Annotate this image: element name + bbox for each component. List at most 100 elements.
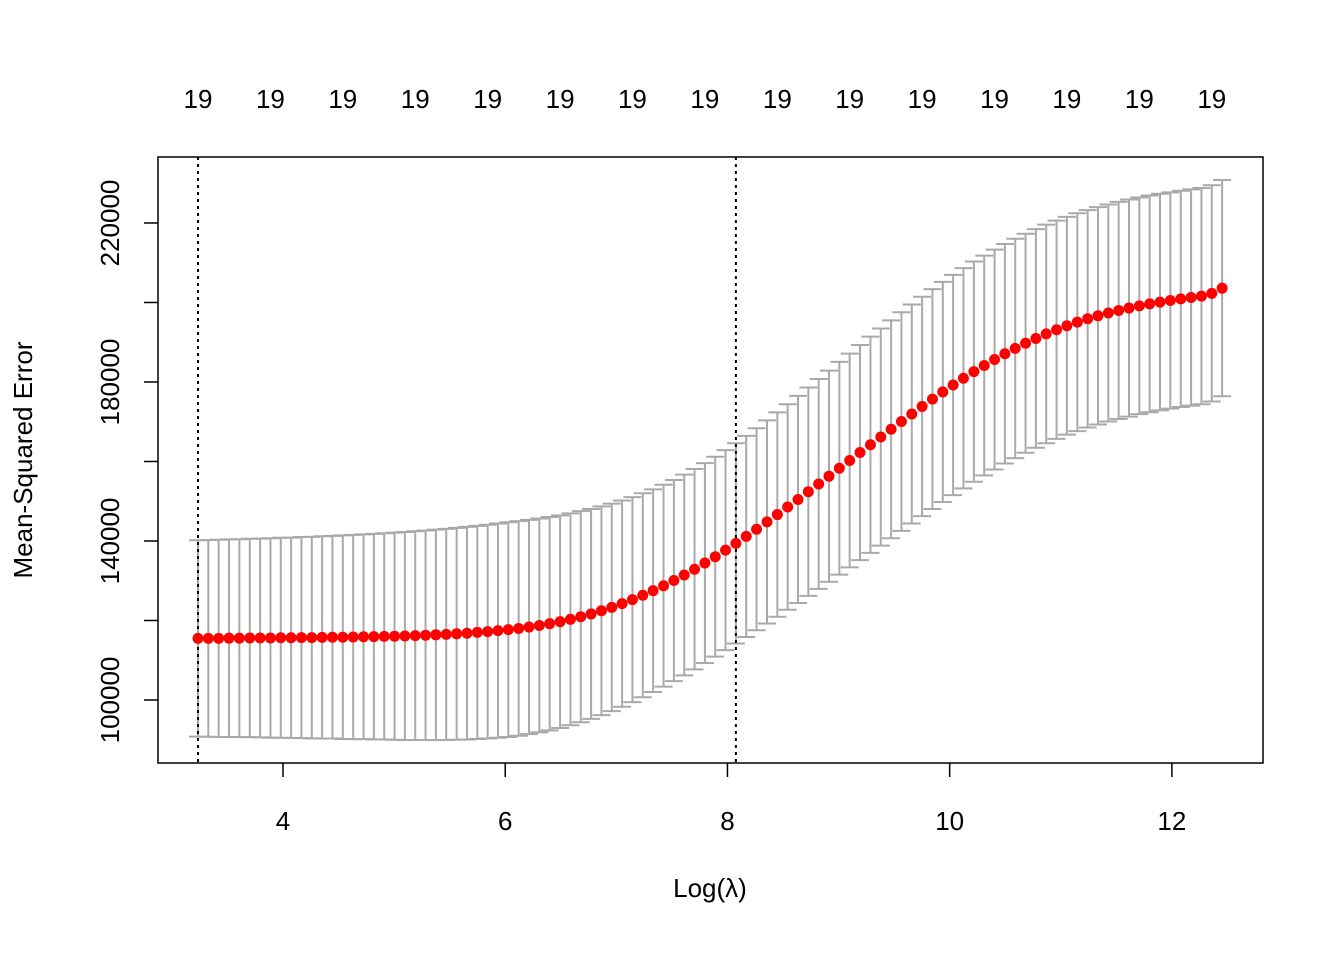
point bbox=[451, 628, 463, 640]
point bbox=[368, 631, 380, 643]
point bbox=[420, 629, 432, 641]
point bbox=[264, 632, 276, 644]
point bbox=[751, 523, 763, 535]
point bbox=[399, 630, 411, 642]
point bbox=[244, 632, 256, 644]
point bbox=[295, 632, 307, 644]
point bbox=[740, 530, 752, 542]
point bbox=[326, 631, 338, 643]
x-axis-label: Log(λ) bbox=[673, 873, 747, 903]
point bbox=[389, 630, 401, 642]
point bbox=[1092, 310, 1104, 322]
point bbox=[533, 619, 545, 631]
y-tick-label: 180000 bbox=[95, 339, 125, 426]
y-tick-label: 100000 bbox=[95, 657, 125, 744]
point bbox=[813, 478, 825, 490]
point bbox=[358, 631, 370, 643]
point bbox=[213, 632, 225, 644]
x-tick-label: 6 bbox=[498, 806, 512, 836]
point bbox=[544, 618, 556, 630]
point bbox=[1051, 324, 1063, 336]
point bbox=[192, 632, 204, 644]
point bbox=[833, 462, 845, 474]
point bbox=[1102, 307, 1114, 319]
point bbox=[709, 551, 721, 563]
plot-frame bbox=[157, 156, 1264, 764]
point bbox=[1020, 337, 1032, 349]
point bbox=[1061, 320, 1073, 332]
point bbox=[1123, 302, 1135, 314]
top-tick-label: 19 bbox=[256, 84, 285, 114]
point bbox=[947, 379, 959, 391]
point bbox=[275, 632, 287, 644]
point bbox=[1185, 292, 1197, 304]
point bbox=[347, 631, 359, 643]
point bbox=[637, 589, 649, 601]
x-tick-label: 10 bbox=[935, 806, 964, 836]
point bbox=[575, 611, 587, 623]
point bbox=[616, 598, 628, 610]
point bbox=[1144, 298, 1156, 310]
point bbox=[1030, 332, 1042, 344]
top-tick-label: 19 bbox=[1052, 84, 1081, 114]
top-tick-label: 19 bbox=[328, 84, 357, 114]
point bbox=[461, 627, 473, 639]
y-axis-label: Mean-Squared Error bbox=[8, 341, 38, 578]
point bbox=[1206, 287, 1218, 299]
point bbox=[895, 416, 907, 428]
point bbox=[668, 575, 680, 587]
top-tick-label: 19 bbox=[546, 84, 575, 114]
x-tick-label: 8 bbox=[720, 806, 734, 836]
point bbox=[937, 386, 949, 398]
point bbox=[699, 557, 711, 569]
point bbox=[1154, 296, 1166, 308]
point bbox=[595, 605, 607, 617]
point bbox=[554, 616, 566, 628]
point bbox=[864, 439, 876, 451]
point bbox=[678, 569, 690, 581]
point bbox=[978, 359, 990, 371]
point bbox=[606, 601, 618, 613]
point bbox=[1195, 290, 1207, 302]
point bbox=[968, 366, 980, 378]
top-tick-label: 19 bbox=[618, 84, 647, 114]
point bbox=[502, 624, 514, 636]
point bbox=[916, 400, 928, 412]
point bbox=[926, 393, 938, 405]
point bbox=[720, 544, 732, 556]
top-tick-label: 19 bbox=[1125, 84, 1154, 114]
point bbox=[854, 447, 866, 459]
point bbox=[1040, 328, 1052, 340]
point bbox=[906, 408, 918, 420]
point bbox=[875, 431, 887, 443]
point bbox=[844, 454, 856, 466]
point bbox=[730, 537, 742, 549]
top-tick-label: 19 bbox=[908, 84, 937, 114]
point bbox=[285, 632, 297, 644]
point bbox=[1009, 342, 1021, 354]
point bbox=[223, 632, 235, 644]
point bbox=[337, 631, 349, 643]
point bbox=[440, 628, 452, 640]
point bbox=[761, 516, 773, 528]
point bbox=[1175, 293, 1187, 305]
point bbox=[885, 423, 897, 435]
point bbox=[1113, 304, 1125, 316]
top-tick-label: 19 bbox=[690, 84, 719, 114]
point bbox=[689, 563, 701, 575]
y-tick-label: 220000 bbox=[95, 180, 125, 267]
point bbox=[409, 630, 421, 642]
point bbox=[771, 509, 783, 521]
top-tick-label: 19 bbox=[980, 84, 1009, 114]
point bbox=[1071, 316, 1083, 328]
top-tick-label: 19 bbox=[401, 84, 430, 114]
point bbox=[957, 372, 969, 384]
top-tick-label: 19 bbox=[473, 84, 502, 114]
point bbox=[564, 613, 576, 625]
point bbox=[492, 625, 504, 637]
point bbox=[647, 585, 659, 597]
point bbox=[1164, 295, 1176, 307]
point bbox=[792, 493, 804, 505]
y-tick-label: 140000 bbox=[95, 498, 125, 585]
